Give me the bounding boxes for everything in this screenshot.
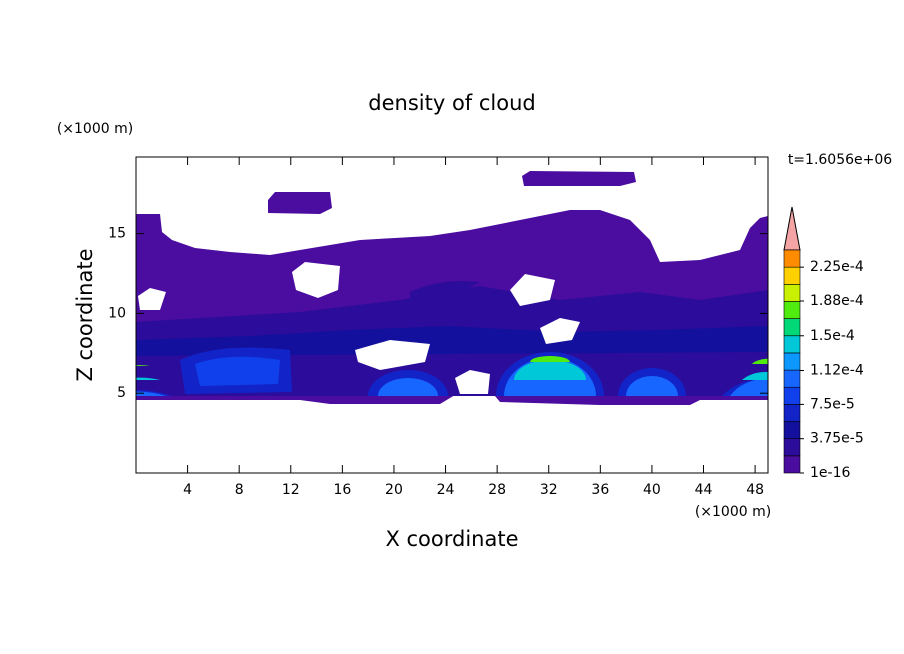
- contour-region: [530, 356, 570, 362]
- colorbar-box: [783, 335, 801, 354]
- x-tick-label: 44: [695, 482, 713, 498]
- x-tick-label: 8: [235, 482, 244, 498]
- y-axis-label: Z coordinate: [73, 248, 97, 381]
- colorbar-box: [783, 438, 801, 457]
- x-tick-label: 16: [333, 482, 351, 498]
- colorbar-box: [783, 284, 801, 302]
- x-tick-label: 12: [282, 482, 300, 498]
- y-tick-label: 5: [117, 385, 126, 401]
- contour-region: [626, 376, 678, 396]
- colorbar-box: [783, 404, 801, 422]
- contour-region: [195, 356, 280, 386]
- y-unit: (×1000 m): [57, 121, 133, 137]
- x-tick-label: 20: [385, 482, 403, 498]
- x-tick-label: 4: [183, 482, 192, 498]
- colorbar-box: [783, 318, 801, 337]
- colorbar-box: [783, 386, 801, 405]
- contour-region: [136, 326, 768, 356]
- contour-region: [514, 360, 586, 380]
- colorbar-tick-label: 2.25e-4: [810, 259, 864, 275]
- x-tick-label: 36: [591, 482, 609, 498]
- x-tick-label: 48: [746, 482, 764, 498]
- contour-region: [136, 377, 160, 380]
- contour-region: [268, 192, 332, 214]
- x-tick-label: 24: [437, 482, 455, 498]
- contour-region: [378, 378, 438, 396]
- colorbar-box: [783, 352, 801, 371]
- colorbar-tick-label: 1e-16: [810, 465, 850, 481]
- colorbar-box: [783, 369, 801, 388]
- colorbar-tick-label: 1.5e-4: [810, 328, 855, 344]
- contour-region: [136, 365, 150, 366]
- colorbar-box: [783, 249, 801, 268]
- contour-region: [522, 171, 636, 186]
- colorbar-box: [783, 301, 801, 319]
- y-tick-label: 10: [108, 305, 126, 321]
- colorbar-box: [783, 455, 801, 474]
- contour-region: [752, 358, 768, 364]
- contour-region: [410, 281, 480, 300]
- colorbar-tick-label: 1.12e-4: [810, 363, 864, 379]
- x-tick-label: 32: [540, 482, 558, 498]
- x-tick-label: 28: [488, 482, 506, 498]
- plot-frame: [135, 156, 769, 474]
- time-annotation: t=1.6056e+06: [788, 152, 892, 168]
- colorbar-tick-label: 1.88e-4: [810, 293, 864, 309]
- contour-field: [136, 171, 768, 405]
- colorbar-overflow: [783, 206, 801, 251]
- colorbar-box: [783, 266, 801, 285]
- contour-region: [730, 379, 768, 396]
- colorbar-tick-label: 3.75e-5: [810, 431, 864, 447]
- colorbar-box: [783, 421, 801, 439]
- y-tick-label: 15: [108, 226, 126, 242]
- x-axis-label: X coordinate: [385, 527, 518, 551]
- contour-region: [742, 372, 768, 380]
- colorbar-tick-label: 7.5e-5: [810, 396, 855, 412]
- x-unit: (×1000 m): [695, 504, 771, 520]
- chart-title: density of cloud: [368, 91, 535, 115]
- cloud-free-areas: [138, 262, 580, 394]
- x-tick-label: 40: [643, 482, 661, 498]
